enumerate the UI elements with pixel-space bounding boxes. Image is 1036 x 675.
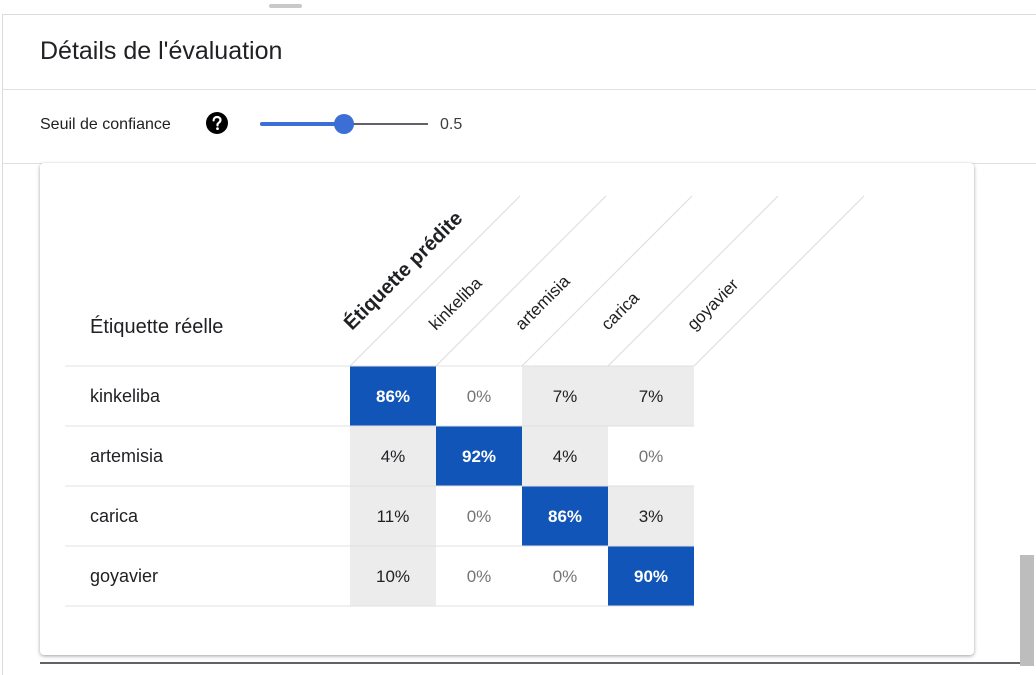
column-header-goyavier: goyavier (683, 275, 742, 334)
matrix-cell (350, 546, 436, 606)
matrix-cell-value: 92% (462, 447, 496, 466)
matrix-cell (436, 486, 522, 546)
matrix-cell (608, 366, 694, 426)
matrix-cell (522, 546, 608, 606)
matrix-cell (608, 546, 694, 606)
confusion-matrix: Étiquette réelle Étiquette préditekinkeli… (65, 195, 865, 607)
matrix-cell-value: 11% (377, 507, 410, 526)
column-header-divider (607, 195, 779, 367)
matrix-cell (608, 426, 694, 486)
matrix-cell-value: 4% (553, 447, 578, 466)
matrix-cell (436, 366, 522, 426)
row-label-artemisia: artemisia (90, 446, 164, 466)
panel-drag-handle[interactable] (269, 4, 302, 8)
matrix-cell (350, 426, 436, 486)
slider-thumb[interactable] (334, 114, 354, 134)
vertical-scrollbar[interactable] (1020, 555, 1034, 666)
matrix-cell-value: 0% (553, 567, 578, 586)
slider-fill (260, 122, 344, 126)
confusion-matrix-card: Étiquette réelle Étiquette prédite kinkeli… (40, 163, 974, 655)
column-header-carica: carica (597, 288, 643, 334)
column-header-divider (521, 195, 693, 367)
help-circle-icon[interactable] (206, 112, 228, 134)
slider-value-readout: 0.5 (440, 116, 463, 133)
matrix-cell-value: 0% (467, 507, 492, 526)
matrix-cell-value: 86% (376, 387, 410, 406)
column-header-divider (435, 195, 607, 367)
matrix-cell (436, 546, 522, 606)
row-axis-label: Étiquette réelle (90, 315, 223, 338)
matrix-cell (436, 426, 522, 486)
row-label-carica: carica (90, 506, 139, 526)
matrix-cell-value: 0% (639, 447, 664, 466)
column-header-divider (693, 195, 865, 367)
threshold-toolbar: Seuil de confiance 0.5 (3, 90, 1036, 164)
matrix-cell-value: 3% (639, 507, 664, 526)
matrix-cell (522, 366, 608, 426)
panel-header: Détails de l'évaluation (3, 15, 1036, 90)
confidence-threshold-label: Seuil de confiance (40, 116, 171, 133)
matrix-cell (350, 486, 436, 546)
matrix-cell-value: 86% (548, 507, 582, 526)
matrix-cell (522, 486, 608, 546)
matrix-cell-value: 4% (381, 447, 406, 466)
matrix-cell-value: 7% (553, 387, 578, 406)
page-title: Détails de l'évaluation (40, 37, 283, 65)
bottom-divider (40, 662, 1020, 664)
row-label-kinkeliba: kinkeliba (90, 386, 161, 406)
column-header-divider (349, 195, 521, 367)
row-label-goyavier: goyavier (90, 566, 158, 586)
matrix-cell-value: 0% (467, 567, 492, 586)
matrix-cell-value: 0% (467, 387, 492, 406)
matrix-cell-value: 90% (634, 567, 668, 586)
matrix-cell-value: 7% (639, 387, 664, 406)
matrix-cell-value: 10% (376, 567, 410, 586)
confidence-threshold-slider[interactable] (260, 114, 428, 134)
matrix-cell (522, 426, 608, 486)
matrix-cell (608, 486, 694, 546)
matrix-cell (350, 366, 436, 426)
